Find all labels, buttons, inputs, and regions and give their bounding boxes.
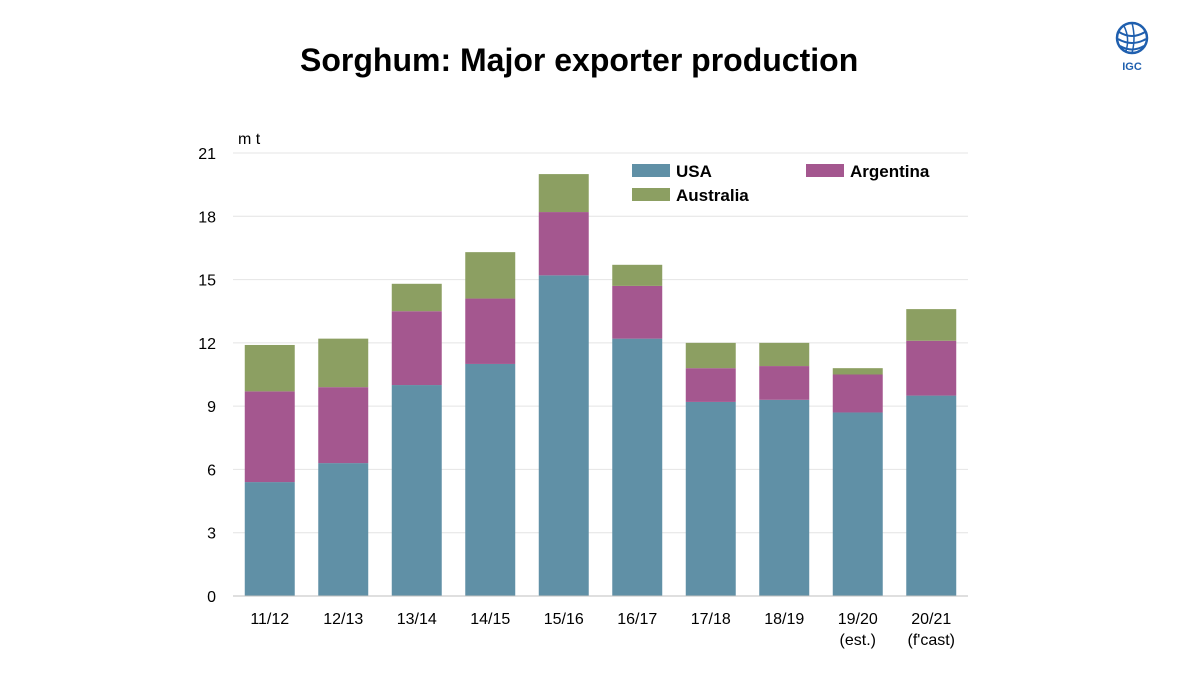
y-tick-label: 0 xyxy=(207,589,216,606)
x-tick-label: 12/13 xyxy=(323,611,363,628)
bars xyxy=(244,174,957,596)
x-tick-label: 11/12 xyxy=(250,611,289,628)
y-tick-label: 12 xyxy=(198,336,216,353)
igc-logo: IGC xyxy=(1115,21,1149,73)
bar-segment xyxy=(244,391,295,483)
bar-segment xyxy=(538,275,589,596)
legend-label: USA xyxy=(676,162,712,181)
bar-segment xyxy=(244,344,295,392)
bar-segment xyxy=(832,374,883,413)
x-tick-label: 19/20 xyxy=(838,611,878,628)
bar-segment xyxy=(318,338,369,388)
axes: 0 3 6 9 12 15 18 21 m t 11/12 12/13 13/14 14/15 15/16… xyxy=(198,131,968,649)
bar-segment xyxy=(906,340,957,396)
legend: USA Argentina Australia xyxy=(632,162,930,205)
legend-label: Australia xyxy=(676,186,749,205)
y-axis-label: m t xyxy=(238,131,261,148)
legend-label: Argentina xyxy=(850,162,930,181)
x-tick-label: (f'cast) xyxy=(908,632,956,649)
bar-segment xyxy=(685,342,736,369)
bar-segment xyxy=(906,309,957,341)
slide-title: Sorghum: Major exporter production xyxy=(300,42,859,78)
y-tick-label: 15 xyxy=(198,273,216,290)
bar-segment xyxy=(612,338,663,596)
bar-segment xyxy=(685,401,736,596)
legend-swatch xyxy=(632,164,670,177)
bar-segment xyxy=(538,212,589,276)
bar-segment xyxy=(832,368,883,375)
bar-segment xyxy=(318,387,369,464)
y-tick-label: 18 xyxy=(198,209,216,226)
bar-segment xyxy=(465,363,516,596)
bar-segment xyxy=(244,482,295,596)
bar-segment xyxy=(391,385,442,596)
legend-swatch xyxy=(806,164,844,177)
bar-segment xyxy=(538,174,589,213)
x-tick-label: 14/15 xyxy=(470,611,510,628)
y-tick-label: 21 xyxy=(198,146,216,163)
x-tick-label: (est.) xyxy=(840,632,876,649)
bar-segment xyxy=(465,298,516,364)
x-tick-label: 13/14 xyxy=(397,611,437,628)
x-tick-label: 17/18 xyxy=(691,611,731,628)
y-tick-label: 9 xyxy=(207,399,216,416)
x-tick-label: 16/17 xyxy=(617,611,657,628)
x-tick-label: 18/19 xyxy=(764,611,804,628)
bar-segment xyxy=(759,399,810,596)
bar-segment xyxy=(391,311,442,386)
bar-segment xyxy=(832,412,883,596)
bar-segment xyxy=(465,252,516,299)
bar-segment xyxy=(318,463,369,596)
x-tick-label: 15/16 xyxy=(544,611,584,628)
legend-swatch xyxy=(632,188,670,201)
bar-segment xyxy=(391,283,442,312)
bar-segment xyxy=(612,285,663,339)
bar-segment xyxy=(685,368,736,402)
bar-segment xyxy=(906,395,957,596)
y-tick-label: 3 xyxy=(207,526,216,543)
y-tick-label: 6 xyxy=(207,462,216,479)
logo-text: IGC xyxy=(1122,61,1142,73)
bar-segment xyxy=(759,342,810,367)
bar-segment xyxy=(759,366,810,400)
bar-segment xyxy=(612,264,663,286)
x-tick-label: 20/21 xyxy=(911,611,951,628)
